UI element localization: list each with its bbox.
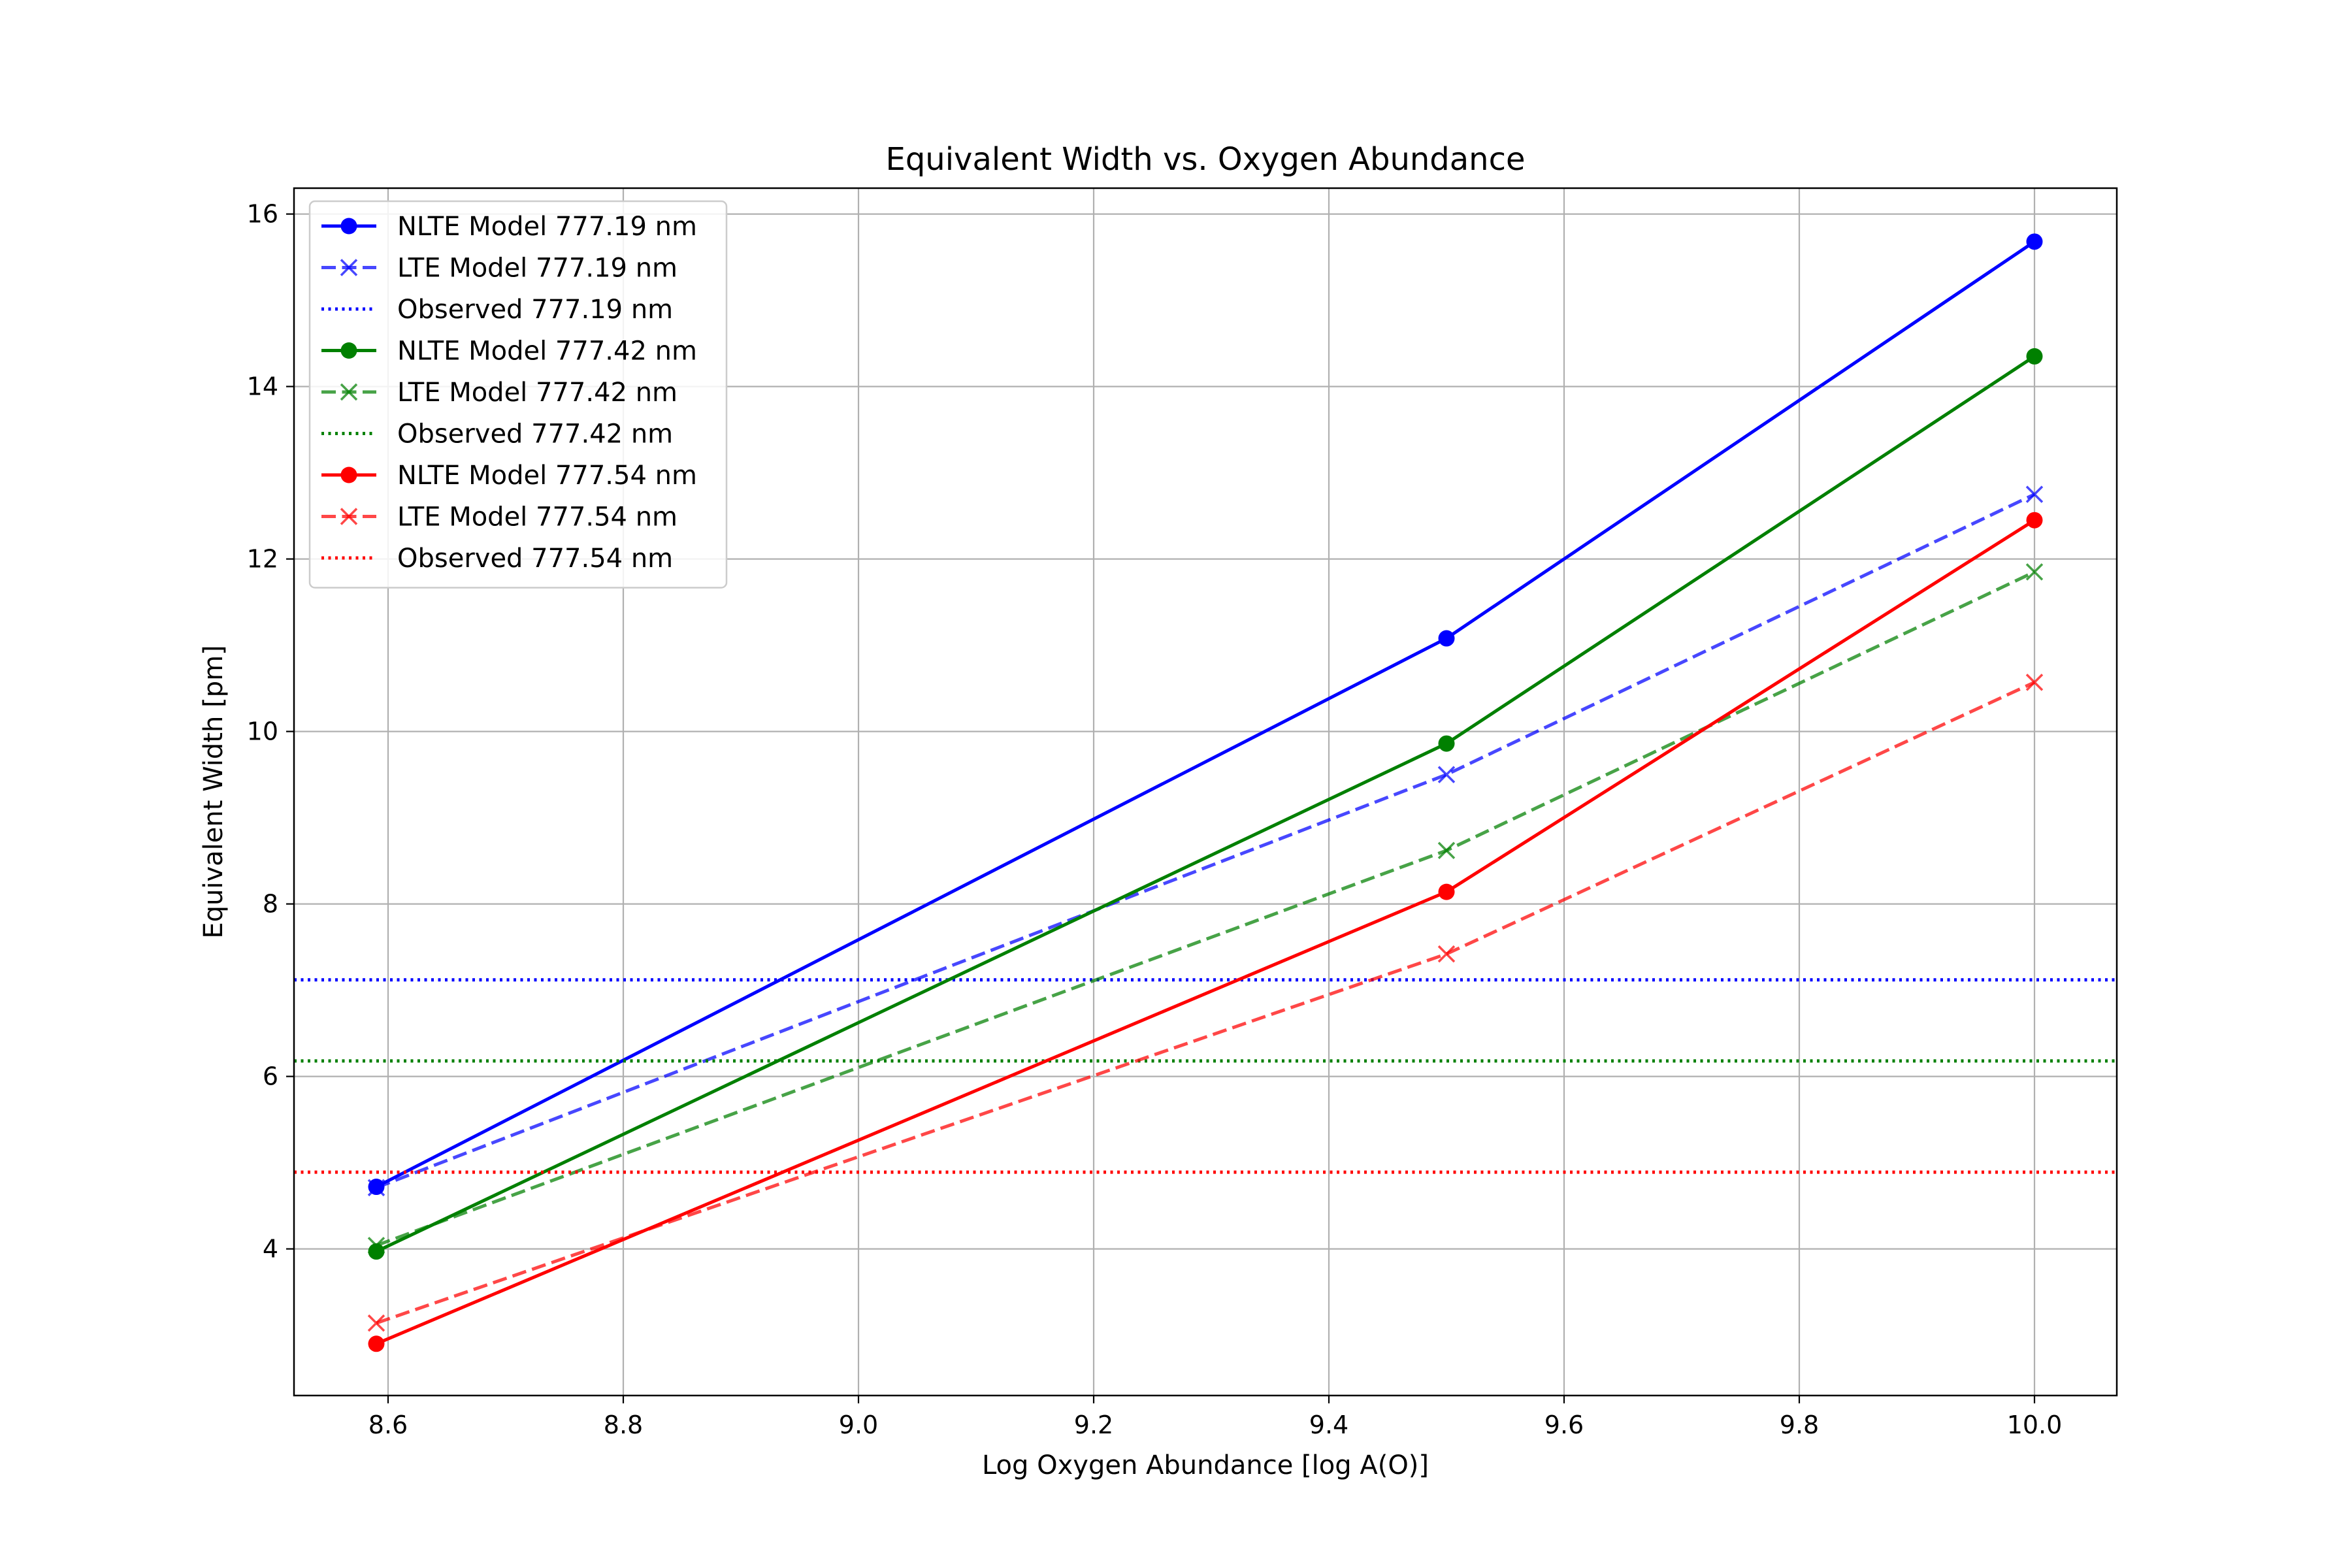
data-point (367, 1314, 385, 1332)
data-point (1438, 630, 1455, 647)
data-point (1437, 841, 1456, 859)
x-tick-label: 8.6 (368, 1411, 408, 1439)
y-tick-label: 12 (247, 545, 278, 574)
plot-frame (293, 187, 2118, 1397)
series-layer (294, 233, 2117, 1352)
legend-entry: Observed 777.19 nm (321, 295, 673, 325)
axis-ticks: 8.6 8.8 9.0 9.2 9.4 9.6 9.8 10.0 4 6 8 10 12 14 16 (247, 200, 2063, 1439)
data-point (368, 1335, 385, 1352)
legend-entry: NLTE Model 777.19 nm (321, 212, 697, 242)
legend-label: NLTE Model 777.42 nm (397, 336, 697, 367)
legend-entry: LTE Model 777.42 nm (321, 378, 678, 408)
legend-marker (340, 508, 358, 525)
series-7 (367, 674, 2044, 1332)
series-line (376, 493, 2036, 1190)
x-tick-label: 8.8 (604, 1411, 643, 1439)
legend-marker (340, 383, 358, 401)
data-point (1437, 945, 1456, 963)
data-point (2025, 563, 2044, 581)
y-axis-label: Equivalent Width [pm] (199, 645, 229, 938)
legend-label: Observed 777.19 nm (397, 295, 673, 325)
legend-label: NLTE Model 777.54 nm (397, 461, 697, 491)
x-tick-label: 9.6 (1544, 1411, 1584, 1439)
data-point (2026, 512, 2043, 529)
data-point (367, 1179, 385, 1197)
y-tick-label: 10 (247, 717, 278, 746)
y-tick-label: 14 (247, 372, 278, 401)
data-point (1438, 883, 1455, 900)
x-axis-label: Log Oxygen Abundance [log A(O)] (982, 1450, 1429, 1480)
series-4 (367, 563, 2044, 1254)
y-tick-label: 4 (263, 1235, 278, 1264)
legend-marker (340, 218, 357, 235)
legend-entry: LTE Model 777.54 nm (321, 502, 678, 532)
legend-entry: LTE Model 777.19 nm (321, 253, 678, 284)
y-tick-label: 8 (263, 890, 278, 919)
x-tick-label: 9.2 (1074, 1411, 1113, 1439)
data-point (2025, 485, 2044, 503)
legend-marker (340, 259, 358, 276)
legend-entry: Observed 777.54 nm (321, 544, 673, 574)
series-1 (367, 485, 2044, 1197)
x-tick-label: 9.0 (839, 1411, 878, 1439)
legend-box (308, 200, 728, 589)
legend: NLTE Model 777.19 nm LTE Model 777.19 nm O… (308, 200, 728, 589)
legend-marker (340, 466, 357, 483)
legend-label: Observed 777.42 nm (397, 419, 673, 449)
y-tick-label: 6 (263, 1062, 278, 1091)
legend-label: Observed 777.54 nm (397, 544, 673, 574)
data-point (2026, 233, 2043, 250)
legend-marker (340, 342, 357, 359)
x-tick-label: 9.8 (1780, 1411, 1819, 1439)
legend-label: LTE Model 777.19 nm (397, 253, 678, 284)
data-point (368, 1243, 385, 1260)
legend-label: LTE Model 777.42 nm (397, 378, 678, 408)
legend-entry: NLTE Model 777.42 nm (321, 336, 697, 367)
data-point (2025, 674, 2044, 691)
data-point (367, 1237, 385, 1254)
data-point (2026, 348, 2043, 365)
y-tick-label: 16 (247, 200, 278, 229)
data-point (1437, 766, 1456, 783)
legend-entry: NLTE Model 777.54 nm (321, 461, 697, 491)
data-point (1438, 735, 1455, 752)
legend-entry: Observed 777.42 nm (321, 419, 673, 449)
chart-title: Equivalent Width vs. Oxygen Abundance (885, 141, 1525, 178)
x-tick-label: 9.4 (1309, 1411, 1348, 1439)
legend-label: NLTE Model 777.19 nm (397, 212, 697, 242)
x-tick-label: 10.0 (2007, 1411, 2063, 1439)
series-3 (368, 348, 2043, 1260)
series-6 (368, 512, 2043, 1352)
legend-label: LTE Model 777.54 nm (397, 502, 678, 532)
